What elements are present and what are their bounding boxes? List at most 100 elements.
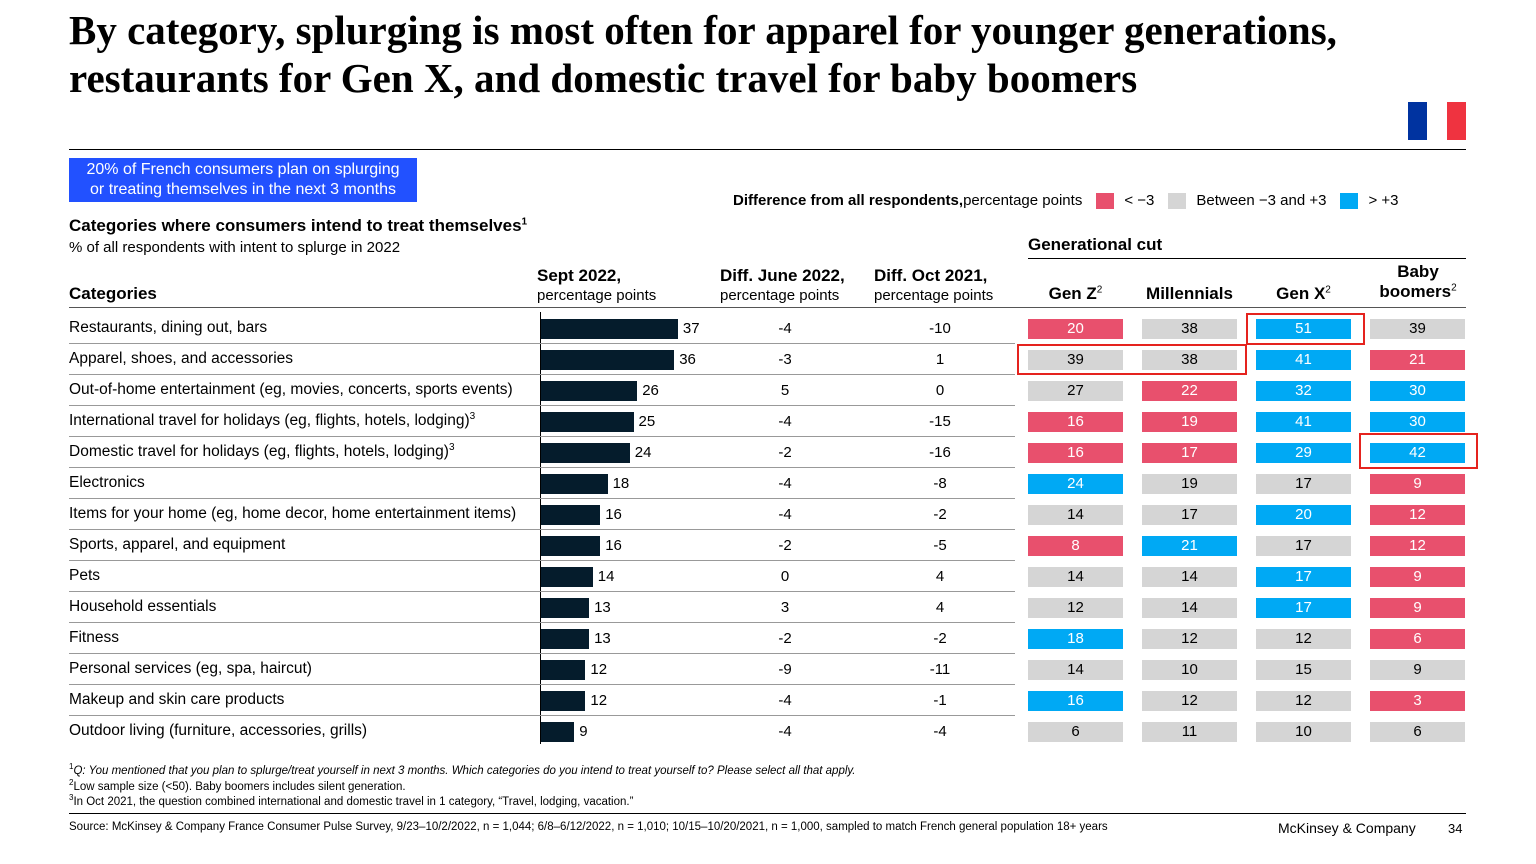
- diff-oct-2021-value: -5: [933, 537, 947, 554]
- row-divider: [69, 436, 1015, 437]
- gen-cell-millennials: 19: [1142, 474, 1237, 494]
- gen-cell-millennials: 17: [1142, 443, 1237, 463]
- diff-oct-2021-value: -15: [929, 413, 951, 430]
- category-label-text: Restaurants, dining out, bars: [69, 319, 268, 336]
- gen-cell-genz: 20: [1028, 319, 1123, 339]
- gen-cell-genz: 16: [1028, 412, 1123, 432]
- gen-cell-genx: 10: [1256, 722, 1351, 742]
- gen-cell-genx: 12: [1256, 691, 1351, 711]
- diff-oct-2021-value: 0: [935, 382, 945, 399]
- bar-sept-2022: [541, 722, 575, 742]
- legend: Difference from all respondents, percent…: [733, 192, 1399, 209]
- diff-oct-2021-value: -10: [929, 320, 951, 337]
- highlight-apparel-younger: [1017, 344, 1247, 375]
- gen-cell-genx: 20: [1256, 505, 1351, 525]
- category-label-text: Out-of-home entertainment (eg, movies, c…: [69, 381, 513, 398]
- category-label: Outdoor living (furniture, accessories, …: [69, 722, 367, 740]
- gen-cell-genx: 17: [1256, 474, 1351, 494]
- bar-sept-2022: [541, 474, 608, 494]
- bar-value-label: 18: [612, 475, 630, 492]
- callout-line-2: or treating themselves in the next 3 mon…: [90, 181, 396, 198]
- bar-value-label: 16: [605, 537, 622, 554]
- gen-cell-boomers: 3: [1370, 691, 1465, 711]
- bar-value-label: 25: [638, 413, 656, 430]
- diff-june-2022-value: -4: [778, 506, 792, 523]
- footnote-1: 1Q: You mentioned that you plan to splur…: [69, 762, 856, 777]
- gen-cell-boomers: 42: [1370, 443, 1465, 463]
- bar-value-label: 26: [642, 382, 659, 399]
- diff-oct-2021-value: 4: [935, 599, 945, 616]
- diff-june-2022-value: -4: [778, 692, 792, 709]
- gen-cell-genz: 14: [1028, 505, 1123, 525]
- diff-june-2022-value: -4: [778, 723, 792, 740]
- category-label-text: Fitness: [69, 629, 119, 646]
- diff-oct-2021-value: -2: [933, 630, 947, 647]
- gen-cell-boomers: 6: [1370, 722, 1465, 742]
- bar-sept-2022: [541, 536, 601, 556]
- diff-june-2022-value: -3: [778, 351, 792, 368]
- gen-cell-boomers: 6: [1370, 629, 1465, 649]
- gen-cell-boomers: 21: [1370, 350, 1465, 370]
- diff-oct-2021-value: -11: [929, 661, 951, 678]
- bar-sept-2022: [541, 629, 590, 649]
- category-label: Electronics: [69, 474, 145, 492]
- legend-unit: percentage points: [963, 192, 1083, 209]
- gen-cell-millennials: 38: [1142, 319, 1237, 339]
- gen-cell-genx: 15: [1256, 660, 1351, 680]
- diff-june-2022-value: -2: [778, 444, 792, 461]
- gen-cell-boomers: 9: [1370, 660, 1465, 680]
- row-divider: [69, 622, 1015, 623]
- row-divider: [69, 405, 1015, 406]
- gen-cell-boomers: 30: [1370, 412, 1465, 432]
- category-label-text: Sports, apparel, and equipment: [69, 536, 286, 553]
- gen-cell-millennials: 14: [1142, 567, 1237, 587]
- generational-cut-rule: [1028, 258, 1466, 259]
- bar-axis: [540, 312, 541, 744]
- diff-june-2022-value: -4: [778, 320, 792, 337]
- page-title: By category, splurging is most often for…: [69, 7, 1337, 101]
- diff-june-2022-value: -2: [778, 630, 792, 647]
- gen-cell-boomers: 12: [1370, 505, 1465, 525]
- row-divider: [69, 498, 1015, 499]
- gen-cell-genx: 17: [1256, 567, 1351, 587]
- diff-oct-2021-value: -16: [929, 444, 951, 461]
- diff-june-2022-value: 5: [780, 382, 790, 399]
- gen-cell-millennials: 14: [1142, 598, 1237, 618]
- highlight-boomers-domestic: [1359, 433, 1478, 469]
- flag-stripe-white: [1427, 102, 1447, 140]
- category-label: Restaurants, dining out, bars: [69, 319, 267, 337]
- gen-cell-millennials: 11: [1142, 722, 1237, 742]
- category-label-footnote: 3: [469, 410, 476, 422]
- bar-value-label: 36: [679, 351, 696, 368]
- chart-unit-note: % of all respondents with intent to splu…: [69, 239, 401, 256]
- category-label-text: Apparel, shoes, and accessories: [69, 350, 294, 367]
- diff-june-2022-value: -4: [778, 413, 792, 430]
- legend-label-positive: > +3: [1368, 192, 1399, 209]
- legend-swatch-neutral: [1168, 192, 1187, 209]
- category-label-text: Makeup and skin care products: [69, 691, 285, 708]
- category-label-text: Domestic travel for holidays (eg, flight…: [69, 443, 449, 460]
- category-label: Sports, apparel, and equipment: [69, 536, 285, 554]
- gen-cell-genz: 27: [1028, 381, 1123, 401]
- highlight-genx-restaurants: [1246, 313, 1365, 345]
- diff-oct-2021-value: 4: [935, 568, 945, 585]
- diff-oct-2021-value: -8: [933, 475, 947, 492]
- diff-june-2022-value: 3: [780, 599, 790, 616]
- bar-sept-2022: [541, 412, 634, 432]
- bar-sept-2022: [541, 598, 590, 618]
- bar-value-label: 24: [634, 444, 652, 461]
- category-label: Domestic travel for holidays (eg, flight…: [69, 442, 455, 461]
- category-label: Makeup and skin care products: [69, 691, 284, 709]
- col-header-millennials: Millennials: [1146, 284, 1233, 303]
- bar-sept-2022: [541, 691, 586, 711]
- gen-cell-genx: 32: [1256, 381, 1351, 401]
- gen-cell-millennials: 19: [1142, 412, 1237, 432]
- gen-cell-millennials: 10: [1142, 660, 1237, 680]
- category-label-text: Pets: [69, 567, 101, 584]
- row-divider: [69, 529, 1015, 530]
- gen-cell-genz: 24: [1028, 474, 1123, 494]
- diff-june-2022-value: -2: [778, 537, 792, 554]
- footnote-3: 3In Oct 2021, the question combined inte…: [69, 793, 634, 808]
- france-flag-icon: [1408, 102, 1466, 140]
- row-divider: [69, 343, 1015, 344]
